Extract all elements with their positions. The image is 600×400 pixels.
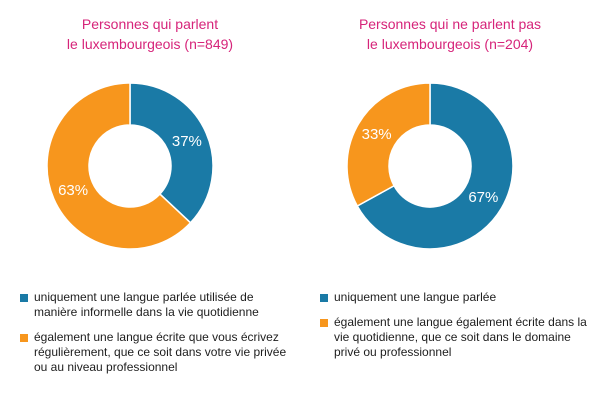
donut-chart-non-speakers: 67% 33% — [346, 82, 514, 250]
legend-swatch-blue — [320, 294, 328, 302]
slice-value-label: 67% — [468, 189, 498, 206]
chart-title: Personnes qui parlent le luxembourgeois … — [0, 14, 300, 54]
slice-value-label: 63% — [58, 182, 88, 199]
chart-title: Personnes qui ne parlent pas le luxembou… — [300, 14, 600, 54]
legend-swatch-blue — [20, 294, 28, 302]
chart-panel-speakers: Personnes qui parlent le luxembourgeois … — [0, 14, 300, 385]
legend-item: également une langue écrite que vous écr… — [20, 330, 300, 375]
slice-value-label: 37% — [172, 133, 202, 150]
donut-slice — [356, 82, 514, 250]
legend-item: également une langue également écrite da… — [320, 315, 600, 360]
donut-slice — [346, 82, 431, 208]
chart-panel-non-speakers: Personnes qui ne parlent pas le luxembou… — [300, 0, 600, 400]
slice-value-label: 33% — [362, 126, 392, 143]
legend-swatch-orange — [20, 334, 28, 342]
donut-chart-speakers: 37% 63% — [46, 82, 214, 250]
chart-title-line-1: Personnes qui ne parlent pas — [358, 16, 542, 32]
legend-item: uniquement une langue parlée utilisée de… — [20, 290, 300, 320]
legend-label: uniquement une langue parlée utilisée de… — [34, 290, 259, 319]
legend-swatch-orange — [320, 319, 328, 327]
legend: uniquement une langue parlée utilisée de… — [20, 290, 300, 385]
legend: uniquement une langue parlée également u… — [320, 290, 600, 370]
legend-label: également une langue écrite que vous écr… — [34, 330, 287, 374]
chart-title-line-2: le luxembourgeois (n=204) — [366, 36, 534, 52]
chart-title-line-1: Personnes qui parlent — [81, 16, 219, 32]
legend-item: uniquement une langue parlée — [320, 290, 600, 305]
donut-slice — [46, 82, 192, 250]
donut-slice — [129, 82, 214, 224]
legend-label: également une langue également écrite da… — [334, 315, 587, 359]
legend-label: uniquement une langue parlée — [334, 290, 497, 304]
chart-title-line-2: le luxembourgeois (n=849) — [66, 36, 234, 52]
